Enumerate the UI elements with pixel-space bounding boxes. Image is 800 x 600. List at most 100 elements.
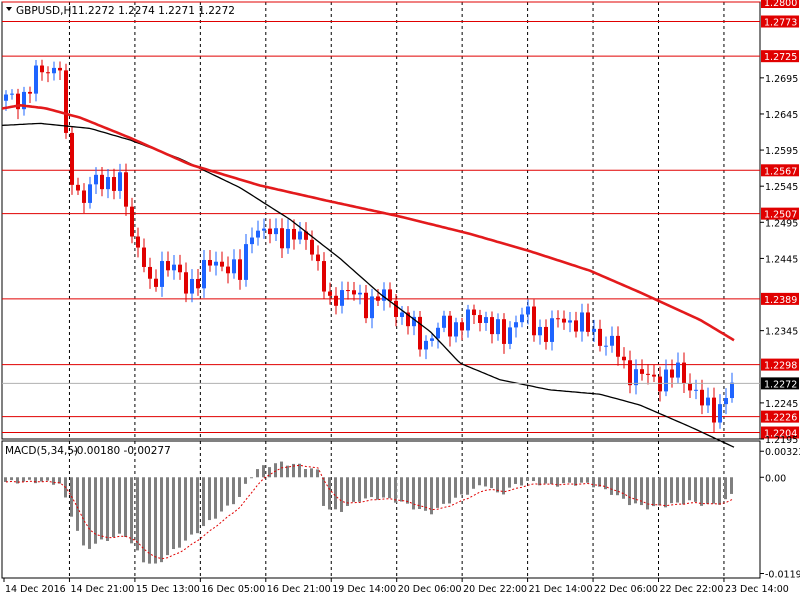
macd-tick-label: 0.00323	[765, 447, 800, 458]
macd-bar	[490, 477, 493, 489]
macd-bar	[160, 477, 163, 563]
macd-bar	[280, 461, 283, 478]
macd-bar	[634, 477, 637, 504]
macd-bar	[592, 477, 595, 488]
macd-bar	[676, 477, 679, 503]
time-label: 14 Dec 2016	[5, 584, 66, 595]
macd-bar	[586, 477, 589, 483]
macd-bar	[298, 463, 301, 478]
candle-body	[400, 312, 404, 317]
candle-body	[730, 382, 734, 399]
candle-body	[64, 70, 68, 133]
level-label: 1.2800	[764, 0, 797, 9]
macd-label: MACD(5,34,5)	[5, 445, 78, 457]
candle-body	[532, 306, 536, 336]
level-label: 1.2773	[764, 18, 797, 29]
candle-body	[658, 376, 662, 392]
level-label: 1.2298	[764, 361, 797, 372]
macd-bar	[538, 477, 541, 486]
macd-bar	[454, 477, 457, 498]
level-tag	[761, 164, 799, 177]
candle-body	[622, 356, 626, 361]
macd-bar	[526, 477, 529, 481]
macd-bar	[646, 477, 649, 510]
macd-bar	[406, 477, 409, 504]
time-label: 14 Dec 21:00	[70, 584, 134, 595]
candle-body	[100, 174, 104, 190]
candle-body	[574, 320, 578, 332]
macd-bar	[328, 477, 331, 510]
macd-bar	[442, 477, 445, 504]
candle-body	[202, 259, 206, 289]
time-label: 23 Dec 14:00	[725, 584, 789, 595]
macd-bar	[154, 477, 157, 564]
price-label: 1.2645	[765, 110, 798, 121]
candle-body	[304, 231, 308, 240]
candle-body	[472, 309, 476, 316]
candle-body	[76, 184, 80, 191]
candle-body	[646, 373, 650, 375]
main-plot-frame	[1, 1, 761, 440]
macd-bar	[214, 477, 217, 519]
macd-bar	[418, 477, 421, 510]
ohlc-values: 1.2272 1.2274 1.2271 1.2272	[78, 5, 235, 17]
current-price-label: 1.2272	[764, 379, 797, 390]
candle-body	[4, 94, 8, 101]
candle-body	[694, 389, 698, 391]
candle-body	[106, 177, 110, 190]
macd-bar	[316, 469, 319, 478]
level-tag	[761, 426, 799, 439]
candle-body	[442, 315, 446, 328]
macd-bar	[166, 477, 169, 556]
candle-body	[640, 369, 644, 374]
horizontal-levels: 1.2800 1.2773 1.2725 1.2567 1.2507 1.2389 1.22…	[2, 0, 799, 439]
macd-bar	[172, 477, 175, 550]
macd-bar	[274, 463, 277, 478]
macd-bar	[376, 477, 379, 500]
macd-bar	[94, 477, 97, 544]
macd-bar	[364, 477, 367, 499]
macd-bar	[568, 477, 571, 483]
macd-bar	[118, 477, 121, 534]
candle-body	[292, 228, 296, 240]
chart-header: GBPUSD,H1 1.2272 1.2274 1.2271 1.2272	[6, 5, 235, 17]
macd-bar	[574, 477, 577, 486]
macd-bar	[682, 477, 685, 505]
candle-body	[382, 289, 386, 301]
level-label: 1.2389	[764, 295, 797, 306]
candle-body	[178, 264, 182, 273]
candle-body	[556, 318, 560, 320]
candle-body	[580, 312, 584, 332]
candle-body	[310, 239, 314, 255]
candle-body	[652, 374, 656, 377]
candle-body	[598, 328, 602, 346]
dropdown-arrow-icon[interactable]	[6, 7, 12, 11]
macd-bar	[550, 477, 553, 485]
time-label: 22 Dec 06:00	[594, 584, 658, 595]
price-label: 1.2595	[765, 146, 798, 157]
candle-body	[358, 292, 362, 295]
macd-plot-frame	[1, 440, 761, 579]
macd-bar	[292, 463, 295, 478]
candle-body	[550, 318, 554, 342]
candle-body	[40, 65, 44, 73]
candle-body	[388, 289, 392, 301]
candle-body	[610, 335, 614, 346]
candle-body	[256, 230, 260, 238]
macd-bar	[484, 477, 487, 487]
candle-body	[112, 177, 116, 191]
candle-body	[586, 312, 590, 332]
price-label: 1.2195	[765, 435, 798, 446]
candle-body	[154, 278, 158, 287]
candle-body	[118, 172, 122, 191]
macd-bar	[136, 477, 139, 551]
time-label: 20 Dec 22:00	[463, 584, 527, 595]
candle-body	[370, 296, 374, 319]
candle-body	[46, 72, 50, 74]
macd-bar	[46, 477, 49, 481]
time-label: 20 Dec 06:00	[398, 584, 462, 595]
candle-body	[322, 261, 326, 292]
candle-body	[412, 316, 416, 327]
macd-axis: 0.00323 0.00 -0.01194	[760, 447, 800, 580]
